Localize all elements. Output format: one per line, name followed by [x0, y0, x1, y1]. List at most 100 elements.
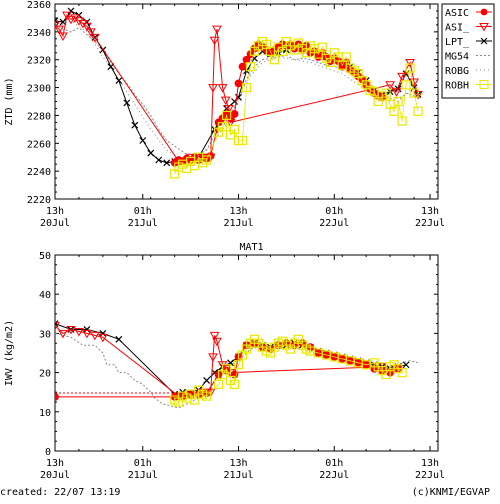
- data-point: [82, 329, 92, 339]
- data-point: [55, 393, 59, 401]
- x-tick-label: 22Jul: [415, 470, 445, 481]
- legend-marker: [479, 23, 489, 32]
- data-point: [229, 124, 240, 134]
- created-timestamp: created: 22/07 13:19: [0, 487, 121, 498]
- data-point: [237, 135, 248, 146]
- legend-label: ASIC: [445, 8, 469, 19]
- data-point: [393, 96, 403, 107]
- legend-label: ASI_: [445, 23, 470, 34]
- data-point: [66, 15, 76, 25]
- data-point: [212, 337, 222, 347]
- data-point: [82, 22, 92, 32]
- x-tick-label: 13h: [229, 458, 247, 469]
- series-robh: [170, 334, 407, 407]
- y-tick-label: 30: [39, 329, 51, 340]
- data-point: [221, 364, 232, 374]
- x-tick-label: 21Jul: [223, 218, 253, 229]
- x-tick-label: 13h: [46, 458, 64, 469]
- data-point: [402, 361, 410, 369]
- data-point: [139, 137, 147, 144]
- data-point: [99, 329, 107, 337]
- series-line: [55, 20, 419, 161]
- plot-frame: [54, 3, 439, 200]
- data-point: [208, 84, 218, 93]
- series-asi: [55, 11, 423, 167]
- data-point: [229, 379, 240, 389]
- data-point: [163, 159, 171, 167]
- chart-title: MAT1: [239, 242, 263, 253]
- legend-box: [441, 3, 495, 99]
- data-point: [391, 88, 402, 97]
- y-tick-label: 2300: [27, 84, 51, 95]
- data-point: [98, 333, 108, 343]
- data-point: [74, 327, 84, 337]
- x-tick-label: 13h: [46, 206, 64, 217]
- x-tick-label: 01h: [325, 458, 343, 469]
- data-point: [409, 88, 419, 98]
- y-tick-label: 2280: [27, 111, 51, 122]
- data-point: [245, 62, 256, 72]
- y-tick-label: 20: [39, 369, 51, 380]
- data-point: [209, 36, 220, 46]
- data-point: [221, 110, 232, 121]
- data-point: [202, 391, 212, 401]
- x-tick-label: 22Jul: [415, 218, 445, 229]
- legend-label: ROBH: [445, 81, 469, 92]
- x-tick-label: 13h: [229, 206, 247, 217]
- data-point: [67, 7, 75, 15]
- data-point: [397, 72, 407, 82]
- data-point: [212, 25, 222, 35]
- data-point: [238, 62, 247, 71]
- x-tick-label: 21Jul: [128, 470, 158, 481]
- data-point: [55, 25, 64, 35]
- x-tick-label: 21Jul: [223, 470, 253, 481]
- x-tick-label: 13h: [421, 206, 439, 217]
- data-point: [78, 20, 88, 29]
- y-tick-label: 2220: [27, 195, 51, 206]
- data-point: [55, 17, 59, 25]
- legend-marker: [480, 8, 488, 16]
- data-point: [70, 14, 80, 23]
- data-point: [55, 322, 60, 331]
- data-point: [397, 368, 407, 378]
- series-line: [174, 40, 419, 175]
- data-point: [217, 121, 228, 132]
- data-point: [209, 331, 220, 341]
- data-point: [115, 335, 123, 343]
- data-point: [123, 99, 131, 107]
- data-point: [341, 52, 351, 62]
- data-point: [62, 11, 72, 21]
- data-point: [401, 80, 411, 90]
- y-tick-label: 2320: [27, 56, 51, 67]
- x-tick-label: 22Jul: [319, 218, 349, 229]
- x-tick-label: 01h: [134, 206, 152, 217]
- data-point: [90, 33, 100, 43]
- x-tick-label: 22Jul: [319, 470, 349, 481]
- data-point: [381, 88, 391, 98]
- data-point: [190, 395, 200, 405]
- x-tick-label: 20Jul: [40, 218, 70, 229]
- chart-panel-1: 2220 2240 2260 2280 2300 2320 2340 2360 ZTD (mm)…: [4, 0, 495, 229]
- copyright-credit: (c)KNMI/EGVAP: [411, 487, 490, 498]
- data-point: [66, 325, 76, 335]
- data-point: [55, 21, 60, 30]
- data-point: [269, 55, 280, 65]
- data-point: [224, 104, 234, 114]
- data-point: [234, 79, 243, 88]
- legend-label: LPT_: [445, 37, 470, 48]
- y-tick-label: 2240: [27, 167, 51, 178]
- data-point: [217, 84, 228, 93]
- x-tick-label: 01h: [325, 206, 343, 217]
- legend-label: MG54: [445, 52, 469, 63]
- data-point: [58, 32, 68, 42]
- x-tick-label: 20Jul: [40, 470, 70, 481]
- y-axis-label: IWV (kg/m2): [4, 320, 15, 386]
- data-point: [317, 42, 327, 52]
- data-point: [202, 155, 212, 165]
- data-point: [74, 17, 84, 26]
- x-tick-label: 13h: [421, 458, 439, 469]
- x-tick-label: 01h: [134, 458, 152, 469]
- data-point: [208, 353, 218, 362]
